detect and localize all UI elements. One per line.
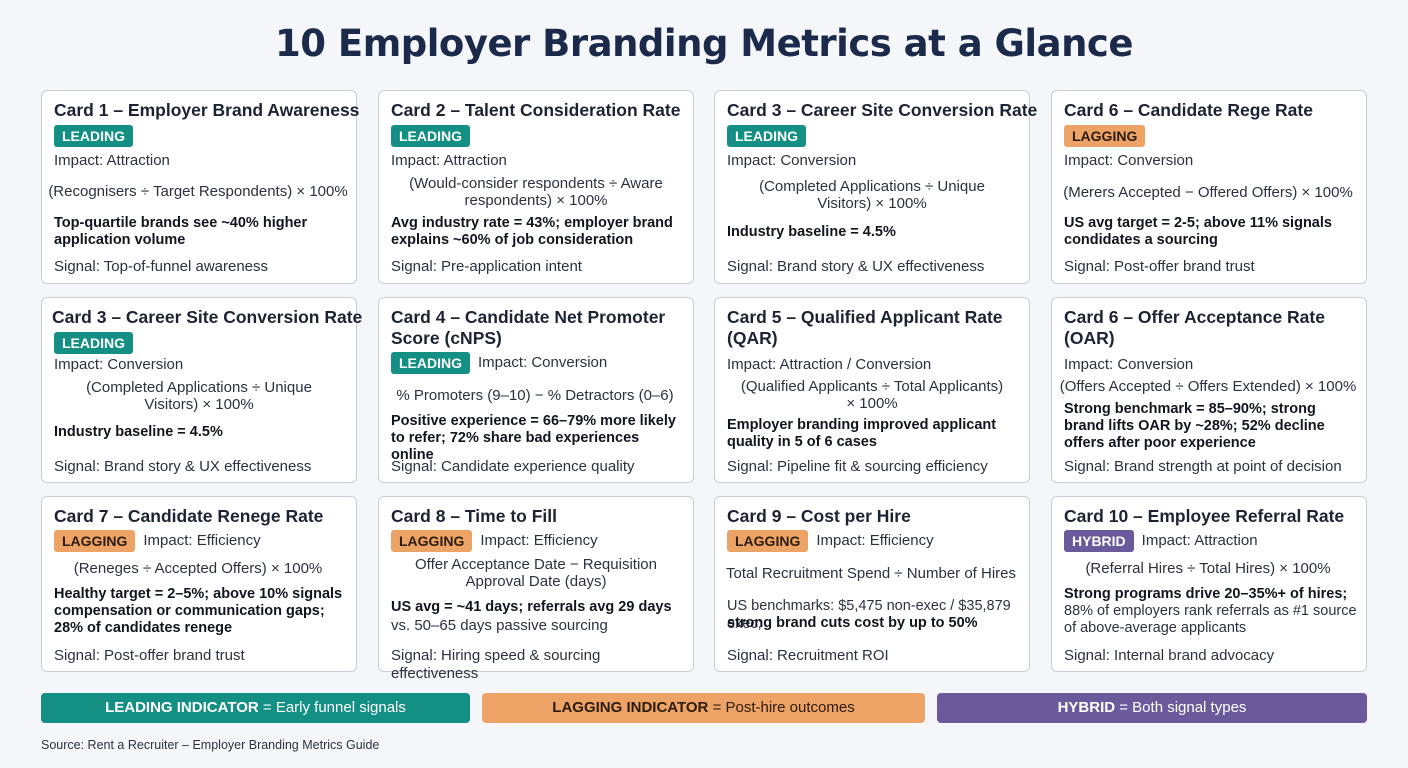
formula: Offer Acceptance Date − Requisition Appr…: [415, 556, 657, 590]
card-title: Card 4 – Candidate Net Promoter Score (c…: [391, 307, 666, 348]
leading-badge: LEADING: [54, 332, 133, 354]
hybrid-badge: HYBRID: [1064, 530, 1134, 552]
metric-card: Card 2 – Talent Consideration Rate LEADI…: [378, 90, 694, 284]
impact-label: Impact: Efficiency: [816, 532, 934, 549]
formula: % Promoters (9–10) − % Detractors (0–6): [396, 387, 674, 404]
impact-label: Impact: Conversion: [1064, 152, 1194, 169]
legend-leading: LEADING INDICATOR = Early funnel signals: [41, 693, 470, 723]
benchmark-stat: US avg target = 2-5; above 11% signals c…: [1064, 215, 1332, 248]
legend-leading-label: LEADING INDICATOR: [105, 699, 259, 716]
benchmark-stat: Industry baseline = 4.5%: [54, 424, 223, 440]
lagging-badge: LAGGING: [1064, 125, 1146, 147]
formula: (Would-consider respondents ÷ Aware resp…: [409, 175, 663, 209]
signal-label: Signal: Brand story & UX effectiveness: [727, 258, 985, 275]
formula: (Referral Hires ÷ Total Hires) × 100%: [1085, 560, 1331, 577]
card-title: Card 2 – Talent Consideration Rate: [391, 100, 681, 120]
benchmark-stat: Top-quartile brands see ~40% higher appl…: [54, 215, 308, 248]
metric-card: Card 7 – Candidate Renege Rate LAGGING I…: [41, 496, 357, 672]
source-note: Source: Rent a Recruiter – Employer Bran…: [41, 738, 380, 752]
metric-card: Card 10 – Employee Referral Rate HYBRID …: [1051, 496, 1367, 672]
impact-label: Impact: Attraction: [54, 152, 170, 169]
impact-label: Impact: Conversion: [1064, 356, 1194, 373]
legend-lagging-label: LAGGING INDICATOR: [552, 699, 709, 716]
card-title: Card 9 – Cost per Hire: [727, 506, 911, 526]
legend-hybrid: HYBRID = Both signal types: [937, 693, 1367, 723]
signal-label: Signal: Post-offer brand trust: [54, 647, 245, 664]
leading-badge: LEADING: [727, 125, 806, 147]
signal-label: Signal: Internal brand advocacy: [1064, 647, 1275, 664]
benchmark-stat: Strong programs drive 20–35%+ of hires;: [1064, 586, 1348, 602]
metric-card: Card 8 – Time to Fill LAGGING Impact: Ef…: [378, 496, 694, 682]
formula: (Recognisers ÷ Target Respondents) × 100…: [48, 183, 348, 200]
formula: (Reneges ÷ Accepted Offers) × 100%: [73, 560, 323, 577]
impact-label: Impact: Efficiency: [143, 532, 261, 549]
lagging-badge: LAGGING: [391, 530, 473, 552]
signal-label: Signal: Candidate experience quality: [391, 458, 635, 475]
metric-card: Card 5 – Qualified Applicant Rate (QAR) …: [714, 297, 1030, 483]
benchmark-detail: 88% of employers rank referrals as #1 so…: [1064, 603, 1357, 636]
card-title: Card 10 – Employee Referral Rate: [1064, 506, 1345, 526]
metric-card: Card 6 – Offer Acceptance Rate (OAR) Imp…: [1051, 297, 1367, 483]
formula: Total Recruitment Spend ÷ Number of Hire…: [725, 565, 1017, 582]
impact-label: Impact: Conversion: [478, 354, 608, 371]
benchmark-stat: US avg = ~41 days; referrals avg 29 days: [391, 599, 672, 615]
metric-card: Card 3 – Career Site Conversion Rate LEA…: [714, 90, 1038, 284]
card-title: Card 6 – Offer Acceptance Rate (OAR): [1064, 307, 1325, 348]
legend-lagging: LAGGING INDICATOR = Post-hire outcomes: [482, 693, 925, 723]
leading-badge: LEADING: [54, 125, 133, 147]
signal-label: Signal: Brand story & UX effectiveness: [54, 458, 312, 475]
legend-hybrid-text: = Both signal types: [1119, 699, 1247, 716]
impact-label: Impact: Efficiency: [480, 532, 598, 549]
impact-label: Impact: Conversion: [54, 356, 184, 373]
signal-label: Signal: Pipeline fit & sourcing efficien…: [727, 458, 988, 475]
formula: (Offers Accepted ÷ Offers Extended) × 10…: [1059, 378, 1357, 395]
lagging-badge: LAGGING: [54, 530, 136, 552]
legend-lagging-text: = Post-hire outcomes: [712, 699, 855, 716]
legend-leading-text: = Early funnel signals: [262, 699, 406, 716]
signal-label: Signal: Hiring speed & sourcing effectiv…: [391, 647, 601, 682]
signal-label: Signal: Top-of-funnel awareness: [54, 258, 269, 275]
signal-label: Signal: Pre-application intent: [391, 258, 582, 275]
formula: (Completed Applications ÷ Unique Visitor…: [759, 178, 985, 212]
metric-card: Card 9 – Cost per Hire LAGGING Impact: E…: [714, 496, 1030, 672]
card-title: Card 7 – Candidate Renege Rate: [54, 506, 324, 526]
page-title: 10 Employer Branding Metrics at a Glance: [275, 22, 1133, 65]
benchmark-stat: Industry baseline = 4.5%: [727, 224, 896, 240]
card-title: Card 5 – Qualified Applicant Rate (QAR): [727, 307, 1003, 348]
leading-badge: LEADING: [391, 352, 470, 374]
card-title: Card 1 – Employer Brand Awareness: [54, 100, 360, 120]
impact-label: Impact: Attraction: [1141, 532, 1258, 549]
signal-label: Signal: Recruitment ROI: [727, 647, 889, 664]
signal-label: Signal: Post-offer brand trust: [1064, 258, 1255, 275]
benchmark-detail: US benchmarks: $5,475 non-exec / $35,879…: [727, 598, 1011, 632]
metric-card: Card 6 – Candidate Rege Rate LAGGING Imp…: [1051, 90, 1367, 284]
metric-card: Card 3 – Career Site Conversion Rate LEA…: [41, 297, 363, 483]
signal-label: Signal: Brand strength at point of decis…: [1064, 458, 1342, 475]
benchmark-detail: vs. 50–65 days passive sourcing: [391, 617, 608, 634]
benchmark-stat: strong brand cuts cost by up to 50%: [727, 615, 978, 631]
impact-label: Impact: Conversion: [727, 152, 857, 169]
formula: (Completed Applications ÷ Unique Visitor…: [86, 379, 312, 413]
impact-label: Impact: Attraction: [391, 152, 507, 169]
benchmark-stat: Healthy target = 2–5%; above 10% signals…: [54, 586, 343, 636]
impact-label: Impact: Attraction / Conversion: [727, 356, 932, 373]
benchmark-stat: Avg industry rate = 43%; employer brand …: [391, 215, 673, 248]
card-title: Card 3 – Career Site Conversion Rate: [52, 307, 363, 327]
card-title: Card 8 – Time to Fill: [391, 506, 557, 526]
legend-hybrid-label: HYBRID: [1057, 699, 1116, 716]
formula: (Merers Accepted − Offered Offers) × 100…: [1063, 184, 1353, 201]
leading-badge: LEADING: [391, 125, 470, 147]
metric-card: Card 4 – Candidate Net Promoter Score (c…: [378, 297, 694, 483]
benchmark-stat: Positive experience = 66–79% more likely…: [391, 413, 676, 463]
card-title: Card 3 – Career Site Conversion Rate: [727, 100, 1038, 120]
metric-card: Card 1 – Employer Brand Awareness LEADIN…: [41, 90, 360, 284]
lagging-badge: LAGGING: [727, 530, 809, 552]
formula: (Qualified Applicants ÷ Total Applicants…: [740, 378, 1004, 412]
benchmark-stat: Employer branding improved applicant qua…: [727, 417, 997, 450]
card-title: Card 6 – Candidate Rege Rate: [1064, 100, 1313, 120]
benchmark-stat: Strong benchmark = 85–90%; strong brand …: [1064, 401, 1325, 451]
